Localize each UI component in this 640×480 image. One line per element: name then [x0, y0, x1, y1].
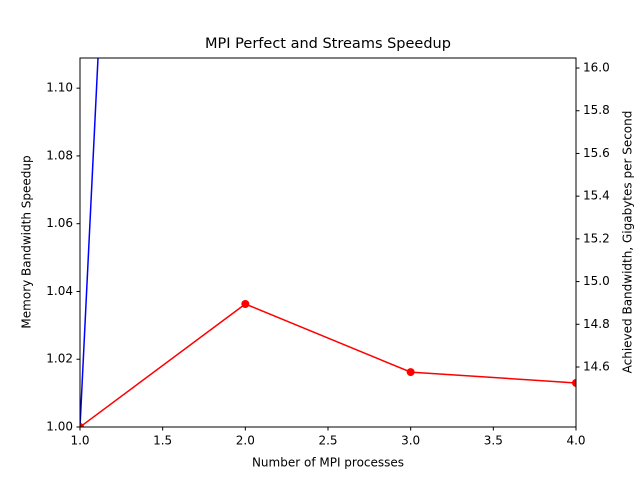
- x-tick-label: 2.5: [318, 434, 337, 448]
- point: [80, 423, 84, 427]
- x-axis-label: Number of MPI processes: [252, 456, 404, 470]
- axes-frame: [79, 57, 577, 428]
- point: [241, 300, 250, 308]
- chart-title: MPI Perfect and Streams Speedup: [205, 36, 451, 52]
- x-tick-label: 1.0: [70, 434, 89, 448]
- x-tick-label: 3.0: [401, 434, 420, 448]
- y2-tick-label: 15.4: [583, 189, 610, 203]
- y2-axis-label: Achieved Bandwidth, Gigabytes per Second: [621, 111, 635, 374]
- y2-tick-label: 14.8: [583, 317, 610, 331]
- y2-tick-label: 16.0: [583, 61, 610, 75]
- series-line: [80, 303, 576, 427]
- y2-tick-label: 15.6: [583, 146, 610, 160]
- x-tick-label: 3.5: [484, 434, 503, 448]
- y2-tick-label: 14.6: [583, 359, 610, 373]
- point: [572, 378, 576, 387]
- y-tick-label: 1.08: [46, 148, 73, 162]
- point: [406, 368, 415, 377]
- y2-tick-label: 15.2: [583, 231, 610, 245]
- y-tick-label: 1.00: [46, 420, 73, 434]
- y2-tick-label: 15.8: [583, 103, 610, 117]
- x-tick-label: 2.0: [236, 434, 255, 448]
- y-axis-label: Memory Bandwidth Speedup: [20, 155, 34, 328]
- y-tick-label: 1.04: [46, 284, 73, 298]
- y-tick-label: 1.10: [46, 81, 73, 95]
- x-tick-label: 4.0: [566, 434, 585, 448]
- x-tick-label: 1.5: [153, 434, 172, 448]
- y-tick-label: 1.02: [46, 352, 73, 366]
- plot-area: [80, 58, 576, 427]
- y2-tick-label: 15.0: [583, 274, 610, 288]
- y-tick-label: 1.06: [46, 216, 73, 230]
